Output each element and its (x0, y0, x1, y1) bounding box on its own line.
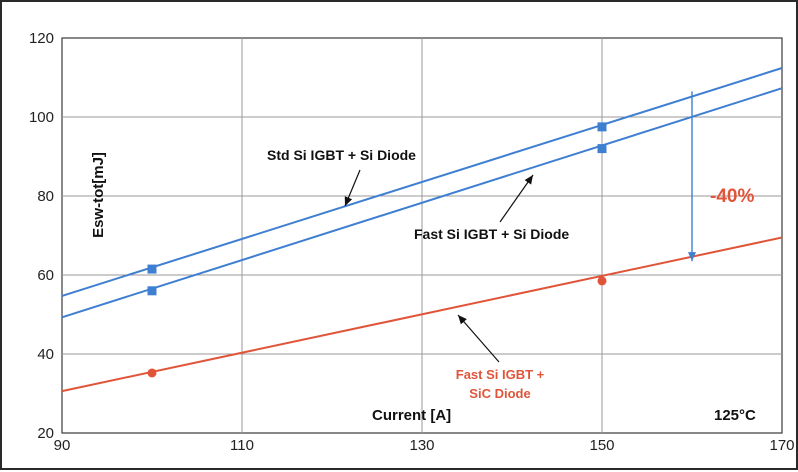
data-point (597, 276, 607, 286)
series-line-0 (61, 67, 783, 297)
y-axis-title: Esw-tot[mJ] (90, 152, 107, 238)
x-axis-title: Current [A] (372, 407, 451, 424)
y-tick-label: 80 (37, 188, 54, 205)
data-point (147, 368, 157, 378)
y-tick-label: 40 (37, 346, 54, 363)
data-point (597, 144, 607, 154)
temperature-label: 125°C (714, 407, 756, 424)
series-line-1 (61, 87, 783, 319)
x-tick-label: 130 (409, 437, 434, 454)
series-label-std-si-pointer (344, 169, 361, 207)
x-tick-label: 150 (589, 437, 614, 454)
series-label-std-si: Std Si IGBT + Si Diode (267, 147, 416, 163)
x-tick-label: 110 (230, 437, 254, 454)
series-markers (147, 122, 607, 378)
series-label-fast-si-pointer (499, 174, 534, 223)
series-label-fast-sic-line1: Fast Si IGBT + (456, 367, 545, 382)
data-point (147, 286, 157, 296)
y-tick-label: 20 (37, 425, 54, 442)
series-label-fast-sic-line2: SiC Diode (469, 386, 530, 401)
series-lines (61, 67, 783, 393)
series-line-2 (61, 236, 783, 393)
reduction-label: -40% (710, 186, 754, 207)
series-label-fast-sic-pointer (457, 314, 500, 363)
y-tick-label: 120 (29, 30, 54, 47)
y-tick-label: 100 (29, 109, 54, 126)
x-tick-label: 90 (54, 437, 71, 454)
tick-labels: 90 110 130 150 170 20 40 60 80 100 120 (29, 30, 795, 454)
gridlines (62, 38, 782, 433)
data-point (597, 122, 607, 132)
x-tick-label: 170 (769, 437, 794, 454)
series-label-fast-si: Fast Si IGBT + Si Diode (414, 226, 569, 242)
data-point (147, 264, 157, 274)
y-tick-label: 60 (37, 267, 54, 284)
